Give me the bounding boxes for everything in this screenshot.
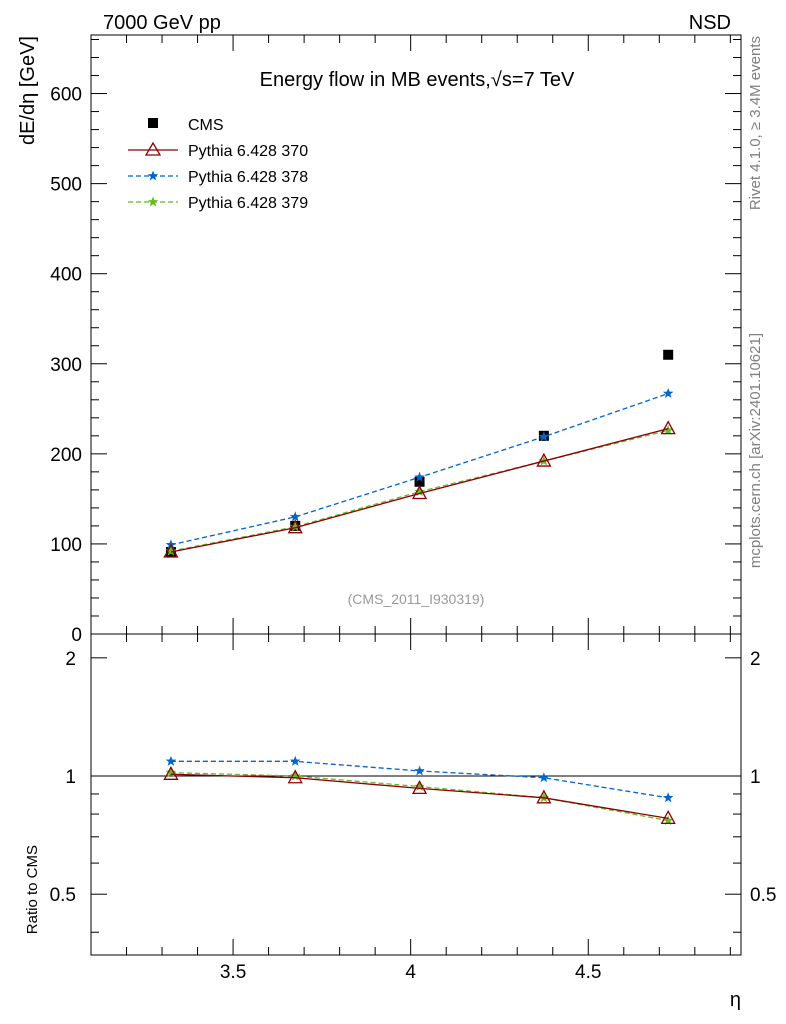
main-y-tick-label: 100 — [50, 535, 82, 556]
ratio-plot-frame — [90, 633, 742, 956]
main-y-tick-label: 400 — [50, 265, 82, 286]
energy-label: 7000 GeV pp — [103, 12, 221, 34]
ratio-point-pythia378 — [662, 792, 674, 803]
main-point-pythia370 — [536, 452, 552, 467]
ratio-point-pythia379 — [290, 770, 301, 781]
main-axis-ticks — [90, 35, 741, 635]
chart-title-prefix: Energy flow in MB events, — [260, 69, 491, 91]
mcplots-label: mcplots.cern.ch [arXiv:2401.10621] — [747, 333, 764, 568]
main-cms-point — [663, 349, 674, 360]
ratio-point-pythia370 — [411, 780, 428, 795]
main-point-pythia379 — [290, 521, 301, 532]
ratio-line-pythia379 — [170, 771, 669, 822]
analysis-label: (CMS_2011_I930319) — [348, 591, 485, 607]
main-point-pythia378 — [662, 388, 674, 398]
ratio-series-group — [163, 755, 676, 826]
legend-marker-pythia379 — [147, 196, 159, 207]
rivet-version-label: Rivet 4.1.0, ≥ 3.4M events — [747, 36, 764, 210]
main-y-tick-label: 500 — [50, 175, 82, 196]
main-cms-point — [414, 476, 425, 487]
main-point-pythia379 — [662, 424, 674, 435]
ratio-point-pythia379 — [662, 815, 674, 826]
x-tick-label: 3.5 — [220, 962, 246, 983]
main-line-pythia378 — [170, 392, 669, 546]
ratio-y-tick-label-right: 2 — [750, 649, 761, 670]
main-point-pythia370 — [287, 519, 303, 534]
main-point-pythia378 — [538, 431, 550, 442]
ratio-line-pythia370 — [170, 773, 669, 820]
ratio-y-tick-label-left: 0.5 — [50, 885, 76, 906]
x-tick-label: 4.5 — [575, 962, 601, 983]
ratio-y-tick-labels: 0.5 0.5 1 1 2 2 — [50, 649, 777, 906]
legend-label-cms: CMS — [188, 117, 224, 134]
x-axis-title: η — [730, 989, 741, 1011]
ratio-point-pythia378 — [290, 755, 301, 766]
main-y-tick-label: 600 — [50, 85, 82, 106]
x-tick-labels: 3.5 4 4.5 — [220, 962, 602, 983]
main-y-axis-title: dE/dη [GeV] — [17, 36, 39, 145]
main-point-pythia370 — [660, 420, 676, 435]
sqrt-symbol: √ — [491, 69, 502, 91]
ratio-point-pythia370 — [536, 789, 552, 804]
ratio-y-tick-label-right: 0.5 — [750, 885, 776, 906]
legend-label-pythia379: Pythia 6.428 379 — [188, 195, 308, 212]
main-y-tick-labels: 0 100 200 300 400 500 600 — [50, 85, 82, 646]
ratio-y-tick-label-left: 2 — [65, 649, 76, 670]
legend-marker-cms — [148, 118, 158, 128]
legend-marker-pythia370 — [144, 141, 162, 156]
main-point-pythia379 — [165, 545, 177, 556]
ratio-point-pythia379 — [414, 781, 425, 792]
chart-title: Energy flow in MB events,√s=7 TeV — [260, 69, 575, 91]
main-line-pythia370 — [170, 428, 669, 553]
ratio-y-tick-label-left: 1 — [65, 767, 76, 788]
ratio-point-pythia370 — [660, 810, 676, 825]
ratio-point-pythia378 — [414, 765, 425, 776]
ratio-point-pythia378 — [165, 755, 177, 766]
ratio-point-pythia378 — [538, 772, 550, 783]
ratio-point-pythia370 — [163, 765, 179, 780]
main-series-group — [163, 349, 676, 558]
legend: CMS Pythia 6.428 370 Pythia 6.428 378 Py… — [128, 117, 308, 212]
chart-title-suffix: s=7 TeV — [502, 69, 575, 91]
main-y-tick-label: 200 — [50, 445, 82, 466]
main-y-tick-label: 0 — [71, 625, 82, 646]
x-tick-label: 4 — [405, 962, 416, 983]
main-point-pythia378 — [414, 471, 425, 482]
ratio-y-tick-label-right: 1 — [750, 767, 761, 788]
main-point-pythia379 — [414, 486, 425, 497]
legend-marker-pythia378 — [147, 170, 159, 181]
main-point-pythia370 — [163, 543, 179, 558]
main-point-pythia370 — [411, 485, 428, 500]
legend-label-pythia370: Pythia 6.428 370 — [188, 143, 308, 160]
main-point-pythia378 — [290, 511, 301, 522]
legend-label-pythia378: Pythia 6.428 378 — [188, 169, 308, 186]
ratio-axis-ticks — [90, 634, 741, 955]
ratio-y-axis-title: Ratio to CMS — [24, 845, 41, 934]
ratio-point-pythia379 — [165, 767, 177, 778]
ratio-point-pythia370 — [287, 769, 303, 784]
main-y-tick-label: 300 — [50, 355, 82, 376]
process-label: NSD — [689, 12, 731, 34]
